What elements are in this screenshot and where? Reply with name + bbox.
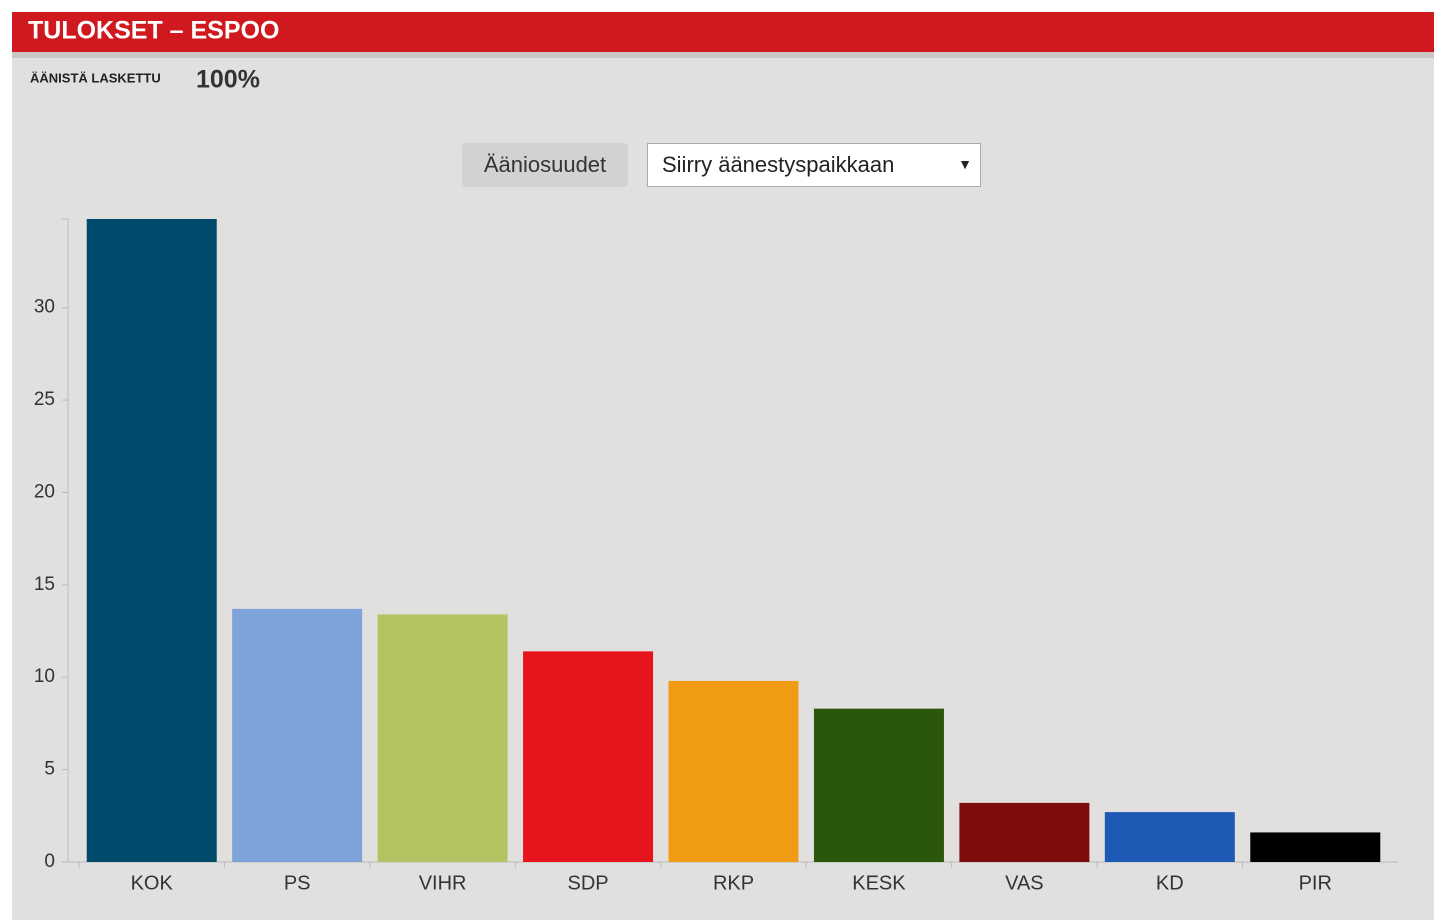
select-text: Siirry äänestyspaikkaan xyxy=(662,152,895,177)
y-tick-label: 5 xyxy=(44,759,55,780)
bar xyxy=(523,651,654,862)
y-tick-label: 10 xyxy=(34,666,55,687)
x-tick-label: VIHR xyxy=(419,872,467,894)
y-tick-label: 15 xyxy=(34,574,55,595)
x-tick-label: SDP xyxy=(567,872,608,894)
x-tick-label: RKP xyxy=(713,872,754,894)
location-select[interactable]: Siirry äänestyspaikkaan ▼ xyxy=(647,143,981,187)
x-tick-label: KOK xyxy=(131,872,174,894)
x-tick-label: PIR xyxy=(1299,872,1332,894)
header-title: TULOKSET – ESPOO xyxy=(28,17,279,45)
header-bar xyxy=(12,12,1434,52)
header-shadow xyxy=(12,52,1434,58)
x-tick-label: PS xyxy=(284,872,311,894)
bar xyxy=(1104,812,1235,862)
status-label: ÄÄNISTÄ LASKETTU xyxy=(30,70,161,85)
share-button[interactable]: Ääniosuudet xyxy=(462,143,628,187)
bar xyxy=(959,802,1090,862)
x-tick-label: KESK xyxy=(852,872,906,894)
x-tick-label: VAS xyxy=(1005,872,1044,894)
y-tick-label: 0 xyxy=(44,851,55,872)
status-value: 100% xyxy=(196,66,260,94)
bar xyxy=(813,708,944,862)
select-arrow: ▼ xyxy=(958,156,972,172)
bar xyxy=(1250,832,1381,862)
bar xyxy=(668,680,799,862)
bar xyxy=(232,608,363,862)
y-tick-label: 30 xyxy=(34,297,55,318)
bar xyxy=(86,219,217,862)
bar xyxy=(377,614,508,862)
x-tick-label: KD xyxy=(1156,872,1184,894)
y-tick-label: 25 xyxy=(34,389,55,410)
y-tick-label: 20 xyxy=(34,481,55,502)
